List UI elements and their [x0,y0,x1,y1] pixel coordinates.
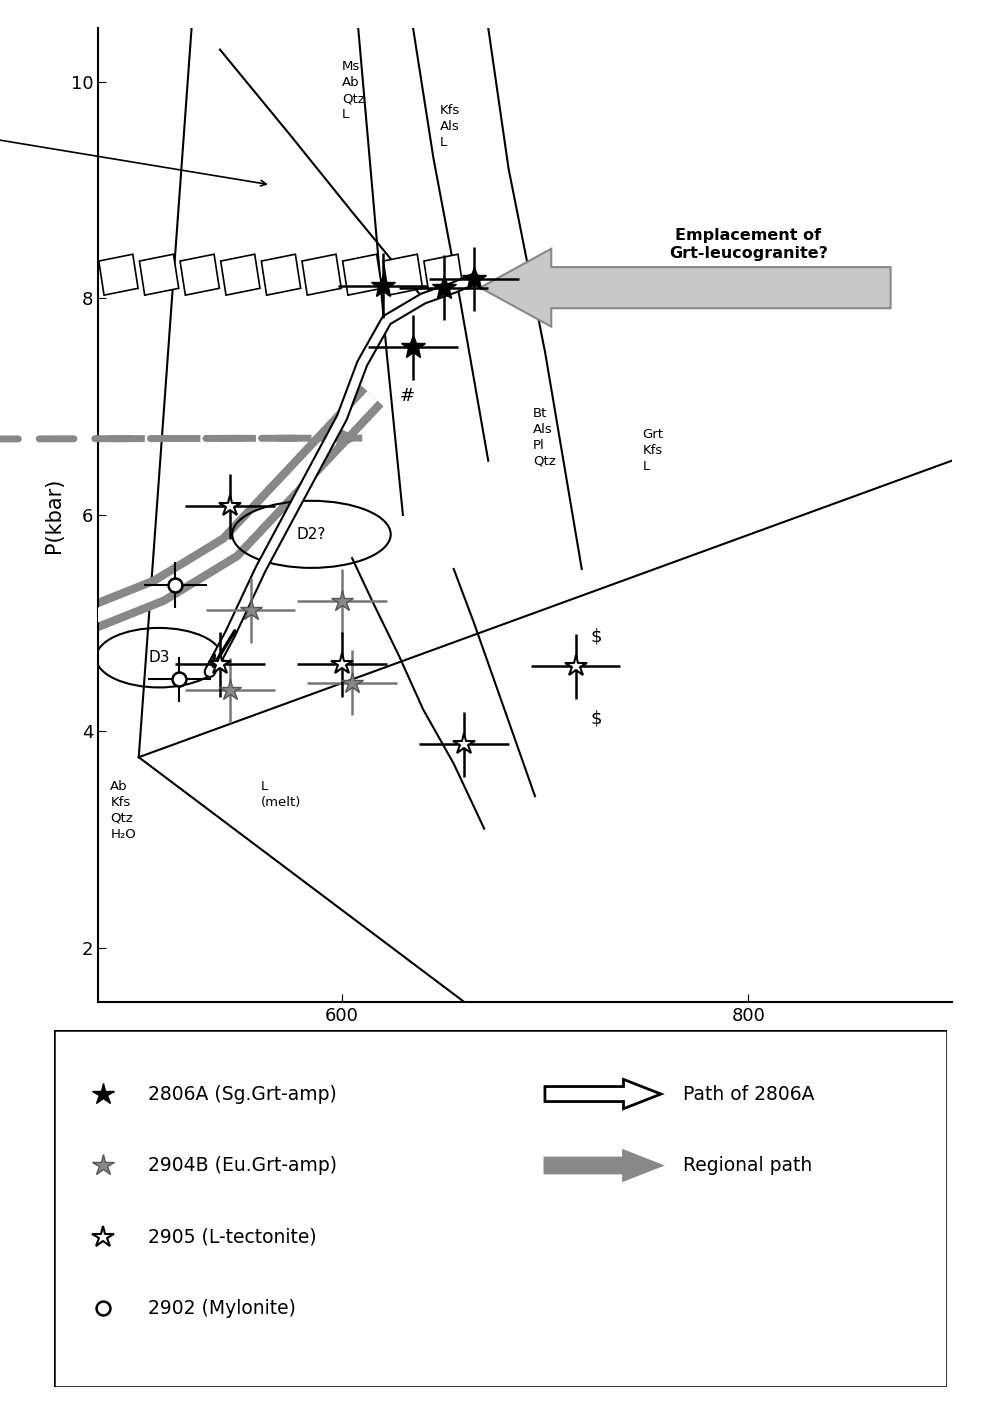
X-axis label: T(°C): T(°C) [497,1031,552,1052]
Text: Grt
Kfs
L: Grt Kfs L [643,429,664,474]
Text: $: $ [591,628,601,644]
Polygon shape [181,254,220,296]
Polygon shape [302,254,341,296]
FancyBboxPatch shape [54,1030,947,1387]
FancyArrow shape [545,1079,661,1108]
Polygon shape [424,254,463,296]
Text: D3: D3 [148,650,170,665]
Text: Regional path: Regional path [684,1156,812,1175]
Polygon shape [99,254,138,296]
Text: #: # [399,387,415,405]
Text: $: $ [591,709,601,727]
Polygon shape [384,254,423,296]
FancyArrow shape [545,1150,661,1180]
Polygon shape [221,254,260,296]
FancyArrow shape [480,249,891,326]
Y-axis label: P(kbar): P(kbar) [44,478,64,552]
Text: 2905 (L-tectonite): 2905 (L-tectonite) [148,1227,316,1247]
Text: Bt
Als
Pl
Qtz: Bt Als Pl Qtz [533,406,555,468]
Polygon shape [342,254,382,296]
Text: Ab
Kfs
Qtz
H₂O: Ab Kfs Qtz H₂O [110,780,136,841]
Text: D2?: D2? [297,527,326,542]
Text: Path of 2806A: Path of 2806A [684,1084,815,1104]
Text: Ms
Ab
Qtz
L: Ms Ab Qtz L [342,60,365,122]
Text: L
(melt): L (melt) [261,780,301,808]
Text: 2806A (Sg.Grt-amp): 2806A (Sg.Grt-amp) [148,1084,336,1104]
Text: 2904B (Eu.Grt-amp): 2904B (Eu.Grt-amp) [148,1156,336,1175]
Text: 2902 (Mylonite): 2902 (Mylonite) [148,1299,295,1318]
Text: Kfs
Als
L: Kfs Als L [439,104,460,149]
Polygon shape [139,254,179,296]
Text: Emplacement of
Grt-leucogranite?: Emplacement of Grt-leucogranite? [669,228,828,261]
Polygon shape [261,254,300,296]
